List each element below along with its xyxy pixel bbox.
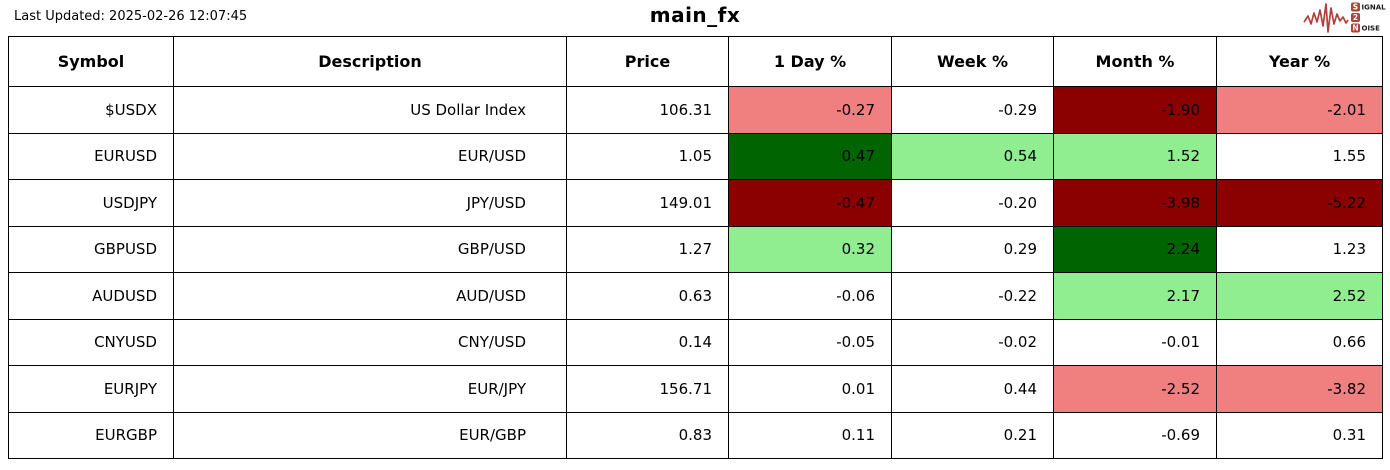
pct-1day-cell: -0.47 <box>728 179 892 227</box>
waveform-icon <box>1303 3 1349 33</box>
pct-week-cell: -0.29 <box>891 86 1054 134</box>
signal2noise-logo: S IGNAL 2 N OISE <box>1303 1 1387 35</box>
pct-week-cell: -0.02 <box>891 318 1054 366</box>
pct-month-cell: -0.01 <box>1053 318 1217 366</box>
description-cell: EUR/GBP <box>173 411 567 459</box>
symbol-cell: EURJPY <box>8 365 174 413</box>
price-cell: 156.71 <box>566 365 729 413</box>
header-row: Symbol Description Price 1 Day % Week % … <box>8 36 1383 87</box>
header-month: Month % <box>1053 36 1217 87</box>
pct-1day-cell: -0.27 <box>728 86 892 134</box>
symbol-cell: AUDUSD <box>8 272 174 320</box>
price-cell: 1.27 <box>566 225 729 273</box>
pct-1day-cell: 0.11 <box>728 411 892 459</box>
fx-table-header: Symbol Description Price 1 Day % Week % … <box>8 36 1383 87</box>
price-cell: 0.14 <box>566 318 729 366</box>
header-1day: 1 Day % <box>728 36 892 87</box>
header-description: Description <box>173 36 567 87</box>
logo-box-2 <box>1351 13 1360 22</box>
table-row: GBPUSD GBP/USD 1.27 0.32 0.29 2.24 1.23 <box>8 225 1383 273</box>
pct-month-cell: -1.90 <box>1053 86 1217 134</box>
header-price: Price <box>566 36 729 87</box>
symbol-cell: $USDX <box>8 86 174 134</box>
pct-week-cell: 0.44 <box>891 365 1054 413</box>
pct-week-cell: -0.20 <box>891 179 1054 227</box>
last-updated-text: Last Updated: 2025-02-26 12:07:45 <box>14 9 248 24</box>
header-symbol: Symbol <box>8 36 174 87</box>
logo-box-s <box>1351 2 1360 12</box>
table-row: USDJPY JPY/USD 149.01 -0.47 -0.20 -3.98 -5.22 <box>8 179 1383 227</box>
pct-week-cell: 0.21 <box>891 411 1054 459</box>
header-week: Week % <box>891 36 1054 87</box>
table-row: AUDUSD AUD/USD 0.63 -0.06 -0.22 2.17 2.52 <box>8 272 1383 320</box>
pct-month-cell: 2.24 <box>1053 225 1217 273</box>
price-cell: 0.83 <box>566 411 729 459</box>
pct-1day-cell: 0.01 <box>728 365 892 413</box>
table-row: EURJPY EUR/JPY 156.71 0.01 0.44 -2.52 -3.82 <box>8 365 1383 413</box>
logo-letter-n: N <box>1352 24 1358 33</box>
price-cell: 149.01 <box>566 179 729 227</box>
table-row: EURUSD EUR/USD 1.05 0.47 0.54 1.52 1.55 <box>8 132 1383 180</box>
pct-month-cell: -0.69 <box>1053 411 1217 459</box>
pct-1day-cell: 0.32 <box>728 225 892 273</box>
pct-year-cell: 2.52 <box>1216 272 1383 320</box>
description-cell: GBP/USD <box>173 225 567 273</box>
pct-1day-cell: -0.05 <box>728 318 892 366</box>
symbol-cell: CNYUSD <box>8 318 174 366</box>
pct-year-cell: 0.31 <box>1216 411 1383 459</box>
pct-year-cell: -5.22 <box>1216 179 1383 227</box>
pct-year-cell: 0.66 <box>1216 318 1383 366</box>
pct-week-cell: -0.22 <box>891 272 1054 320</box>
pct-month-cell: 1.52 <box>1053 132 1217 180</box>
pct-week-cell: 0.54 <box>891 132 1054 180</box>
logo-text-ignal: IGNAL <box>1362 4 1387 12</box>
pct-year-cell: 1.55 <box>1216 132 1383 180</box>
table-row: CNYUSD CNY/USD 0.14 -0.05 -0.02 -0.01 0.66 <box>8 318 1383 366</box>
page-title: main_fx <box>649 3 741 27</box>
symbol-cell: USDJPY <box>8 179 174 227</box>
logo-digit-2: 2 <box>1353 13 1358 22</box>
pct-year-cell: -2.01 <box>1216 86 1383 134</box>
description-cell: EUR/USD <box>173 132 567 180</box>
pct-year-cell: 1.23 <box>1216 225 1383 273</box>
description-cell: US Dollar Index <box>173 86 567 134</box>
pct-month-cell: -3.98 <box>1053 179 1217 227</box>
price-cell: 1.05 <box>566 132 729 180</box>
symbol-cell: EURUSD <box>8 132 174 180</box>
symbol-cell: GBPUSD <box>8 225 174 273</box>
table-row: EURGBP EUR/GBP 0.83 0.11 0.21 -0.69 0.31 <box>8 411 1383 459</box>
pct-1day-cell: -0.06 <box>728 272 892 320</box>
pct-year-cell: -3.82 <box>1216 365 1383 413</box>
pct-1day-cell: 0.47 <box>728 132 892 180</box>
fx-table: Symbol Description Price 1 Day % Week % … <box>8 36 1383 459</box>
description-cell: EUR/JPY <box>173 365 567 413</box>
fx-table-body: $USDX US Dollar Index 106.31 -0.27 -0.29 -1.9… <box>8 86 1383 459</box>
description-cell: JPY/USD <box>173 179 567 227</box>
description-cell: CNY/USD <box>173 318 567 366</box>
pct-week-cell: 0.29 <box>891 225 1054 273</box>
table-row: $USDX US Dollar Index 106.31 -0.27 -0.29 -1.9… <box>8 86 1383 134</box>
price-cell: 0.63 <box>566 272 729 320</box>
pct-month-cell: 2.17 <box>1053 272 1217 320</box>
logo-letter-s: S <box>1353 3 1358 12</box>
logo-graphic: S IGNAL 2 N OISE <box>1303 2 1387 33</box>
pct-month-cell: -2.52 <box>1053 365 1217 413</box>
logo-text-oise: OISE <box>1362 25 1381 33</box>
price-cell: 106.31 <box>566 86 729 134</box>
header-year: Year % <box>1216 36 1383 87</box>
logo-box-n <box>1351 23 1360 33</box>
description-cell: AUD/USD <box>173 272 567 320</box>
symbol-cell: EURGBP <box>8 411 174 459</box>
